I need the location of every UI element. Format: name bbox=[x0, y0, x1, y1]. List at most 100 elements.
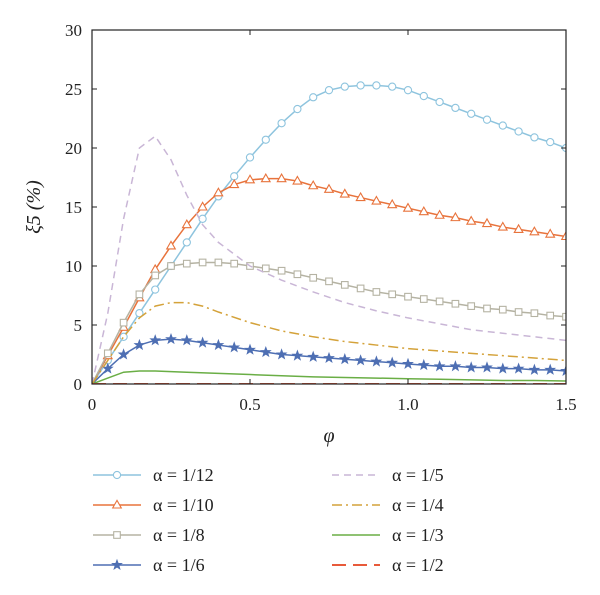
data-point-1-6-2 bbox=[117, 348, 130, 360]
series-1-6 bbox=[92, 332, 586, 384]
data-point-1-8-14 bbox=[309, 273, 318, 282]
data-point-1-6-18 bbox=[370, 355, 383, 367]
data-point-1-8-17 bbox=[356, 284, 365, 293]
data-point-1-12-28 bbox=[530, 133, 539, 142]
data-point-1-12-19 bbox=[388, 82, 397, 91]
data-point-1-8-12 bbox=[277, 266, 286, 275]
data-point-1-6-3 bbox=[133, 338, 146, 351]
data-point-1-6-24 bbox=[465, 361, 478, 373]
data-point-1-8-3 bbox=[135, 290, 144, 299]
legend-marker bbox=[113, 531, 121, 539]
data-point-1-12-23 bbox=[451, 103, 460, 113]
data-point-1-8-20 bbox=[404, 292, 412, 301]
data-point-1-12-17 bbox=[356, 81, 365, 90]
legend-label: α = 1/8 bbox=[153, 525, 205, 545]
data-point-1-6-5 bbox=[165, 332, 177, 345]
x-axis-title: φ bbox=[323, 425, 334, 447]
data-point-1-6-27 bbox=[512, 362, 525, 374]
data-point-1-6-22 bbox=[433, 360, 446, 372]
y-axis-title: ξ5 (%) bbox=[23, 180, 45, 234]
data-point-1-8-8 bbox=[214, 258, 223, 267]
legend-label: α = 1/12 bbox=[153, 465, 214, 485]
legend-label: α = 1/5 bbox=[392, 465, 444, 485]
data-point-1-6-25 bbox=[481, 361, 493, 373]
data-point-1-6-16 bbox=[338, 353, 351, 365]
data-point-1-8-31 bbox=[579, 315, 586, 322]
data-point-1-10-21 bbox=[418, 206, 430, 216]
data-point-1-10-5 bbox=[165, 240, 177, 250]
series-line-1-8 bbox=[92, 261, 566, 384]
data-point-1-10-30 bbox=[560, 230, 566, 241]
data-point-1-6-20 bbox=[402, 357, 414, 369]
legend-item-1-4: α = 1/4 bbox=[332, 495, 444, 515]
data-point-1-6-23 bbox=[449, 360, 462, 372]
legend: α = 1/12 α = 1/10 α = 1/8 α = 1/6 α = 1/5 α =… bbox=[93, 465, 444, 575]
data-point-1-8-11 bbox=[261, 264, 270, 273]
data-point-1-8-21 bbox=[419, 295, 428, 303]
x-tick-label: 1.0 bbox=[397, 395, 418, 414]
data-point-1-8-30 bbox=[562, 312, 566, 321]
data-point-1-10-7 bbox=[197, 201, 208, 211]
y-tick-label: 5 bbox=[74, 316, 83, 335]
y-tick-label: 30 bbox=[65, 21, 82, 40]
data-point-1-8-9 bbox=[230, 259, 239, 268]
data-point-1-10-31 bbox=[578, 234, 587, 242]
data-point-1-12-16 bbox=[340, 82, 349, 91]
data-point-1-10-17 bbox=[355, 191, 366, 202]
series-1-8 bbox=[92, 258, 586, 384]
data-point-1-12-26 bbox=[498, 121, 507, 130]
data-point-1-8-4 bbox=[151, 271, 160, 280]
data-point-1-10-32 bbox=[593, 237, 600, 245]
legend-item-1-12: α = 1/12 bbox=[93, 465, 214, 485]
data-point-1-12-20 bbox=[403, 86, 413, 95]
data-point-1-10-10 bbox=[244, 174, 256, 184]
data-point-1-8-15 bbox=[325, 277, 333, 286]
data-point-1-12-32 bbox=[594, 153, 600, 160]
data-point-1-12-13 bbox=[293, 104, 302, 114]
data-point-1-10-22 bbox=[434, 209, 445, 219]
data-point-1-8-22 bbox=[435, 297, 444, 306]
data-point-1-6-15 bbox=[323, 351, 335, 364]
data-point-1-10-8 bbox=[213, 187, 224, 197]
series-layer bbox=[92, 81, 600, 384]
data-point-1-6-13 bbox=[291, 349, 304, 361]
series-1-3 bbox=[92, 370, 566, 384]
data-point-1-8-16 bbox=[340, 281, 349, 289]
legend-label: α = 1/4 bbox=[392, 495, 444, 515]
legend-label: α = 1/3 bbox=[392, 525, 444, 545]
legend-marker bbox=[111, 499, 123, 509]
data-point-1-10-15 bbox=[323, 183, 335, 193]
data-point-1-12-21 bbox=[419, 91, 428, 101]
data-point-1-12-22 bbox=[435, 97, 444, 107]
series-line-1-3 bbox=[92, 370, 566, 384]
legend-item-1-6: α = 1/6 bbox=[93, 555, 205, 575]
data-point-1-6-21 bbox=[417, 358, 430, 371]
legend-item-1-3: α = 1/3 bbox=[332, 525, 444, 545]
data-point-1-10-27 bbox=[513, 223, 524, 233]
data-point-1-8-2 bbox=[119, 318, 128, 327]
data-point-1-12-24 bbox=[467, 109, 476, 118]
data-point-1-10-13 bbox=[292, 175, 303, 185]
data-point-1-6-19 bbox=[386, 356, 399, 368]
data-point-1-12-27 bbox=[514, 127, 523, 136]
data-point-1-10-6 bbox=[181, 218, 193, 229]
legend-item-1-8: α = 1/8 bbox=[93, 525, 205, 545]
y-tick-label: 10 bbox=[65, 257, 82, 276]
legend-label: α = 1/2 bbox=[392, 555, 444, 575]
data-point-1-10-12 bbox=[276, 172, 287, 183]
series-line-1-4 bbox=[92, 301, 566, 384]
data-point-1-6-6 bbox=[180, 334, 193, 346]
data-point-1-12-6 bbox=[182, 238, 191, 247]
legend-item-1-10: α = 1/10 bbox=[93, 495, 214, 515]
data-point-1-6-31 bbox=[577, 366, 586, 374]
series-1-5 bbox=[92, 135, 566, 384]
data-point-1-8-7 bbox=[198, 258, 207, 267]
data-point-1-10-20 bbox=[402, 202, 414, 212]
data-point-1-10-25 bbox=[481, 217, 493, 228]
y-tick-label: 20 bbox=[65, 139, 82, 158]
data-point-1-6-4 bbox=[149, 334, 162, 346]
data-point-1-10-9 bbox=[228, 178, 240, 189]
data-point-1-8-25 bbox=[483, 304, 491, 313]
data-point-1-12-18 bbox=[372, 81, 381, 90]
